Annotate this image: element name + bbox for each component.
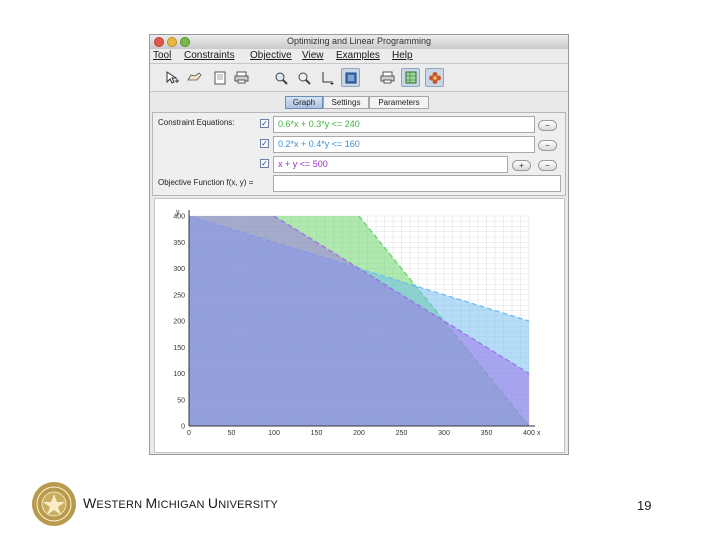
constraints-label: Constraint Equations: (158, 118, 235, 127)
y-tick-label: 300 (173, 266, 185, 273)
tab-parameters[interactable]: Parameters (369, 96, 429, 109)
constraint-2-checkbox[interactable]: ✓ (260, 139, 269, 148)
constraint-2-field[interactable]: 0.2*x + 0.4*y <= 160 (273, 136, 535, 153)
graph-area[interactable]: 0 50 100 150 200 250 300 350 400 0 50 100 150 200 250 3… (154, 198, 565, 453)
add-constraint-button[interactable]: + (512, 160, 531, 171)
y-tick-label: 150 (173, 345, 185, 352)
y-tick-label: 50 (177, 397, 185, 404)
wmu-seal-logo (32, 482, 76, 526)
constraint-3-remove-button[interactable]: − (538, 160, 557, 171)
menu-help[interactable]: Help (392, 50, 413, 61)
menu-objective[interactable]: Objective (250, 50, 292, 61)
x-tick-label: 250 (396, 430, 408, 437)
flower-icon[interactable] (425, 68, 444, 87)
print-icon-2[interactable] (378, 68, 397, 87)
tab-settings[interactable]: Settings (323, 96, 369, 109)
constraint-1-remove-button[interactable]: − (538, 120, 557, 131)
objective-label: Objective Function f(x, y) = (158, 178, 254, 187)
zoom-window-button[interactable] (180, 37, 190, 47)
y-tick-label: 0 (181, 424, 185, 431)
x-tick-label: 350 (481, 430, 493, 437)
objective-function-field[interactable] (273, 175, 561, 192)
menu-tool[interactable]: Tool (153, 50, 172, 61)
constraint-3-field[interactable]: x + y <= 500 (273, 156, 508, 173)
constraint-1-checkbox[interactable]: ✓ (260, 119, 269, 128)
constraint-2-remove-button[interactable]: − (538, 140, 557, 151)
y-tick-label: 200 (173, 319, 185, 326)
y-tick-label: 350 (173, 240, 185, 247)
cursor-plus-icon[interactable] (162, 68, 181, 87)
x-tick-label: 400 (523, 430, 535, 437)
x-axis-label: x (537, 430, 541, 437)
window-icon[interactable] (341, 68, 360, 87)
window-title: Optimizing and Linear Programming (286, 36, 432, 46)
feasible-region-plot: 0 50 100 150 200 250 300 350 400 0 50 100 150 200 250 3… (173, 209, 541, 437)
constraints-panel: Constraint Equations: ✓ 0.6*x + 0.3*y <=… (152, 112, 566, 196)
page-number: 19 (637, 498, 652, 513)
y-tick-label: 100 (173, 371, 185, 378)
minimize-window-button[interactable] (167, 37, 177, 47)
menu-constraints[interactable]: Constraints (184, 50, 235, 61)
x-tick-label: 100 (268, 430, 280, 437)
toolbar (150, 64, 568, 92)
constraint-boundary-3 (273, 215, 530, 375)
x-tick-label: 150 (311, 430, 323, 437)
menu-examples[interactable]: Examples (336, 50, 380, 61)
print-icon[interactable] (232, 68, 251, 87)
app-window: Optimizing and Linear Programming Tool C… (149, 34, 569, 455)
zoom-out-icon[interactable] (294, 68, 313, 87)
title-bar: Optimizing and Linear Programming (150, 35, 568, 50)
page-icon[interactable] (210, 68, 229, 87)
university-name: WESTERN MICHIGAN UNIVERSITY (83, 495, 279, 511)
menu-view[interactable]: View (302, 50, 324, 61)
grid-image-icon[interactable] (401, 68, 420, 87)
x-tick-label: 300 (438, 430, 450, 437)
x-tick-label: 0 (187, 430, 191, 437)
zoom-in-icon[interactable] (271, 68, 290, 87)
axes-icon[interactable] (317, 68, 336, 87)
tab-graph[interactable]: Graph (285, 96, 323, 109)
constraint-1-field[interactable]: 0.6*x + 0.3*y <= 240 (273, 116, 535, 133)
close-window-button[interactable] (154, 37, 164, 47)
constraint-3-checkbox[interactable]: ✓ (260, 159, 269, 168)
x-tick-label: 50 (228, 430, 236, 437)
y-axis-label: y (176, 209, 180, 216)
x-tick-label: 200 (353, 430, 365, 437)
y-tick-label: 400 (173, 214, 185, 221)
y-tick-label: 250 (173, 292, 185, 299)
hand-icon[interactable] (185, 68, 204, 87)
constraint-region-3 (189, 216, 529, 426)
tab-bar: Graph Settings Parameters (150, 91, 568, 111)
menu-bar: Tool Constraints Objective View Examples… (150, 49, 568, 64)
